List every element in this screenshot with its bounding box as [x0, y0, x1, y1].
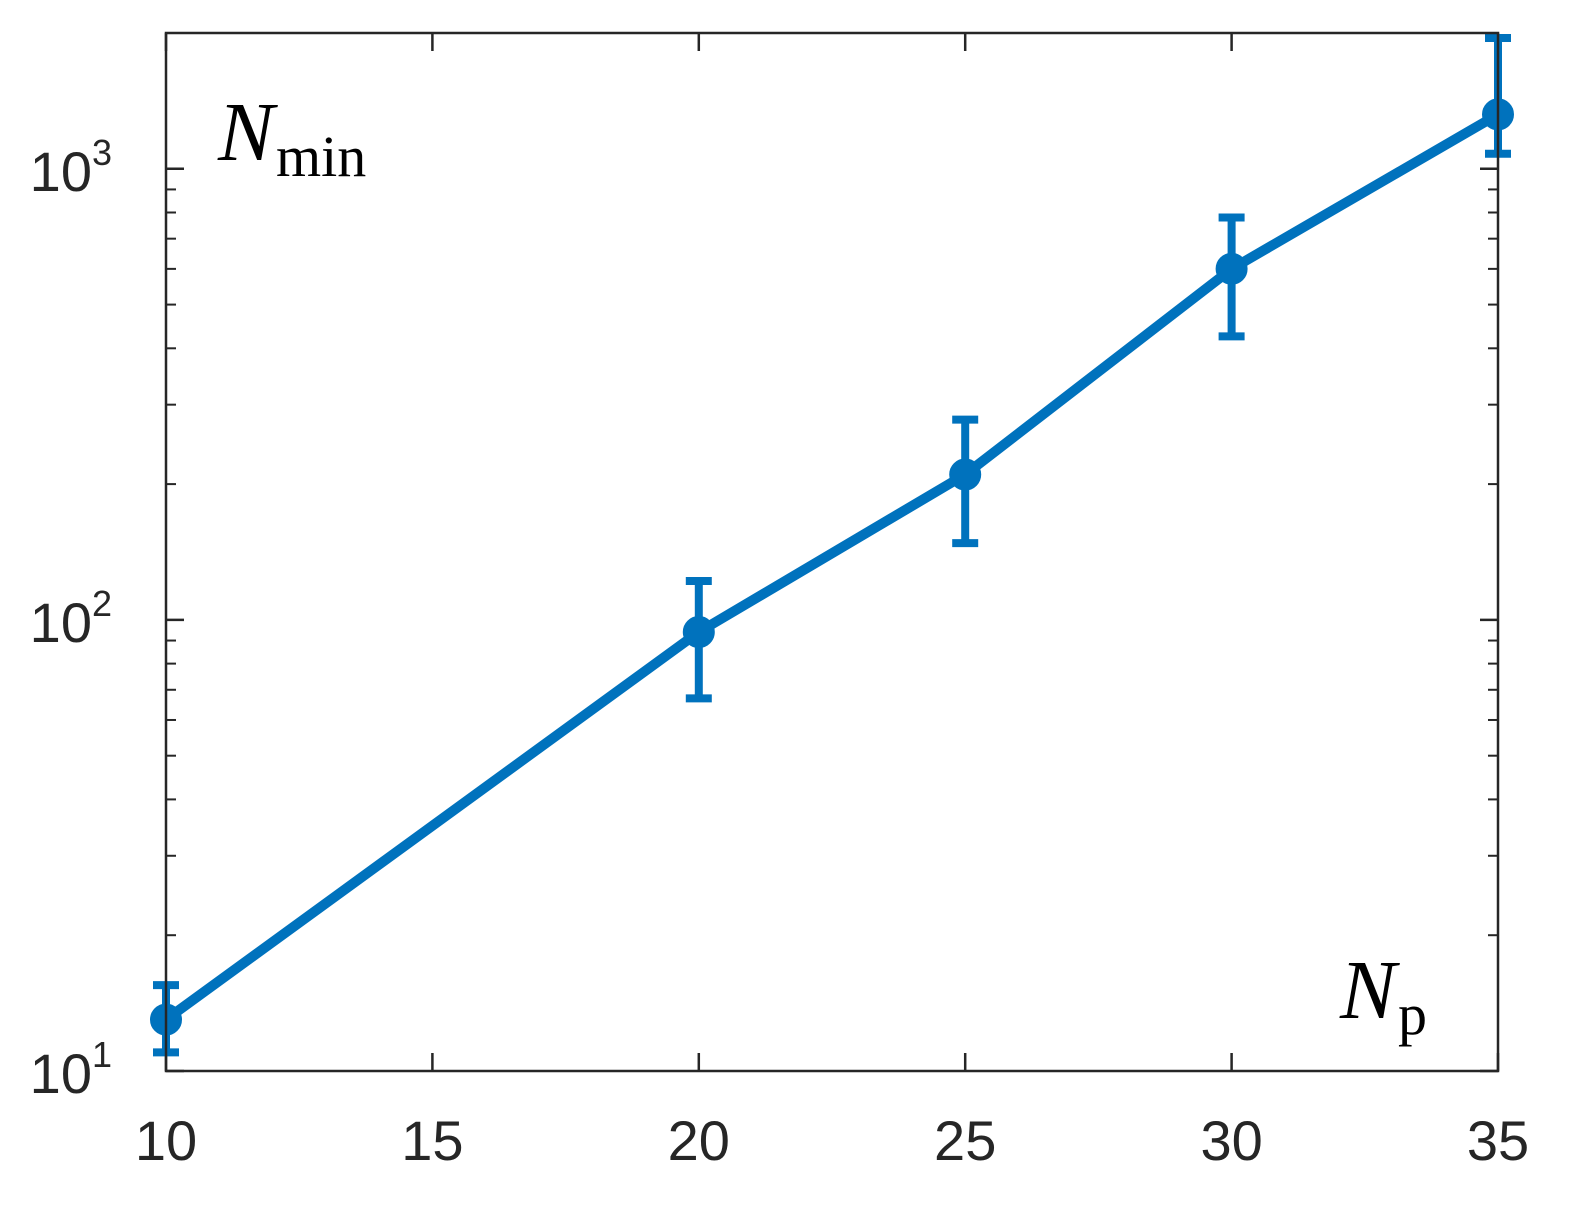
- data-point: [1215, 252, 1248, 285]
- y-tick-label: 102: [30, 583, 112, 654]
- x-tick-labels: 10 15 20 25 30 35: [135, 1109, 1529, 1172]
- x-tick-label: 10: [135, 1109, 197, 1172]
- y-tick-label: 103: [30, 132, 112, 203]
- minor-ticks: [166, 32, 1498, 937]
- x-tick-label: 20: [668, 1109, 730, 1172]
- x-axis-title: Np: [1339, 944, 1427, 1047]
- y-axis-title: Nmin: [217, 86, 366, 189]
- x-tick-label: 30: [1200, 1109, 1262, 1172]
- data-point: [949, 458, 982, 491]
- data-point: [682, 616, 715, 649]
- x-tick-label: 35: [1467, 1109, 1529, 1172]
- x-tick-label: 15: [401, 1109, 463, 1172]
- y-tick-label: 101: [30, 1034, 112, 1105]
- plot-frame: [164, 31, 1500, 1073]
- x-tick-label: 25: [934, 1109, 996, 1172]
- y-tick-labels: 101 102 103: [30, 132, 112, 1105]
